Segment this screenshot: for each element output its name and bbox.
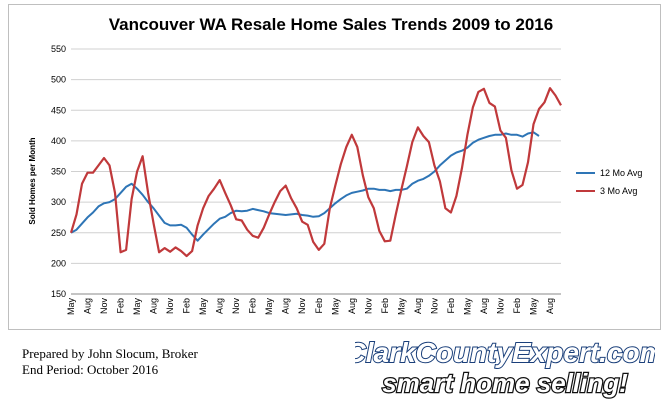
x-tick-label: Nov [495, 298, 505, 315]
x-tick-label: Feb [182, 298, 192, 314]
x-tick-label: May [198, 298, 208, 316]
legend-label: 3 Mo Avg [600, 186, 637, 196]
x-tick-label: Aug [347, 298, 357, 314]
credits: Prepared by John Slocum, Broker End Peri… [22, 346, 198, 378]
x-tick-label: Nov [429, 298, 439, 315]
prepared-by-text: Prepared by John Slocum, Broker [22, 346, 198, 361]
chart-frame: Vancouver WA Resale Home Sales Trends 20… [8, 4, 661, 330]
gridlines [71, 48, 561, 295]
x-tick-label: Nov [231, 298, 241, 315]
x-tick-label: Feb [446, 298, 456, 314]
line-chart: Vancouver WA Resale Home Sales Trends 20… [28, 15, 642, 316]
x-tick-label: Aug [413, 298, 423, 314]
x-tick-label: Feb [512, 298, 522, 314]
logo-tagline-text: smart home selling! [382, 368, 628, 398]
x-tick-label: May [396, 298, 406, 316]
x-tick-label: Feb [248, 298, 258, 314]
y-tick-label: 150 [51, 289, 66, 299]
y-tick-label: 350 [51, 167, 66, 177]
x-tick-label: Feb [116, 298, 126, 314]
y-tick-label: 450 [51, 105, 66, 115]
x-tick-label: Aug [545, 298, 555, 314]
series-line-three-month-avg [69, 87, 562, 258]
x-axis-ticks: May Aug Nov Feb May Aug Nov Feb May Aug Nov Feb May A… [66, 298, 555, 316]
legend: 12 Mo Avg 3 Mo Avg [576, 168, 642, 196]
y-tick-label: 250 [51, 228, 66, 238]
chart-title: Vancouver WA Resale Home Sales Trends 20… [109, 15, 553, 34]
y-tick-label: 300 [51, 197, 66, 207]
x-tick-label: May [330, 298, 340, 316]
y-axis-label: Sold Homes per Month [28, 137, 37, 224]
x-tick-label: Feb [314, 298, 324, 314]
x-tick-label: Aug [479, 298, 489, 314]
x-tick-label: May [66, 298, 76, 316]
x-tick-label: May [462, 298, 472, 316]
series-lines [69, 87, 562, 258]
x-tick-label: Aug [281, 298, 291, 314]
x-tick-label: Feb [380, 298, 390, 314]
x-tick-label: May [132, 298, 142, 316]
legend-label: 12 Mo Avg [600, 168, 642, 178]
brand-logo: ClarkCountyExpert.com smart home selling… [355, 336, 655, 399]
end-period-text: End Period: October 2016 [22, 362, 159, 377]
y-tick-label: 200 [51, 258, 66, 268]
y-tick-label: 550 [51, 44, 66, 54]
y-axis-ticks: 150 200 250 300 350 400 450 500 550 [51, 44, 66, 299]
y-tick-label: 400 [51, 136, 66, 146]
x-tick-label: Aug [83, 298, 93, 314]
y-tick-label: 500 [51, 75, 66, 85]
x-tick-label: Nov [99, 298, 109, 315]
logo-main-text: ClarkCountyExpert.com [355, 337, 655, 368]
x-tick-label: Aug [215, 298, 225, 314]
x-tick-label: Aug [149, 298, 159, 314]
x-tick-label: Nov [297, 298, 307, 315]
x-tick-label: May [528, 298, 538, 316]
x-tick-label: Nov [363, 298, 373, 315]
x-tick-label: Nov [165, 298, 175, 315]
x-tick-label: May [264, 298, 274, 316]
